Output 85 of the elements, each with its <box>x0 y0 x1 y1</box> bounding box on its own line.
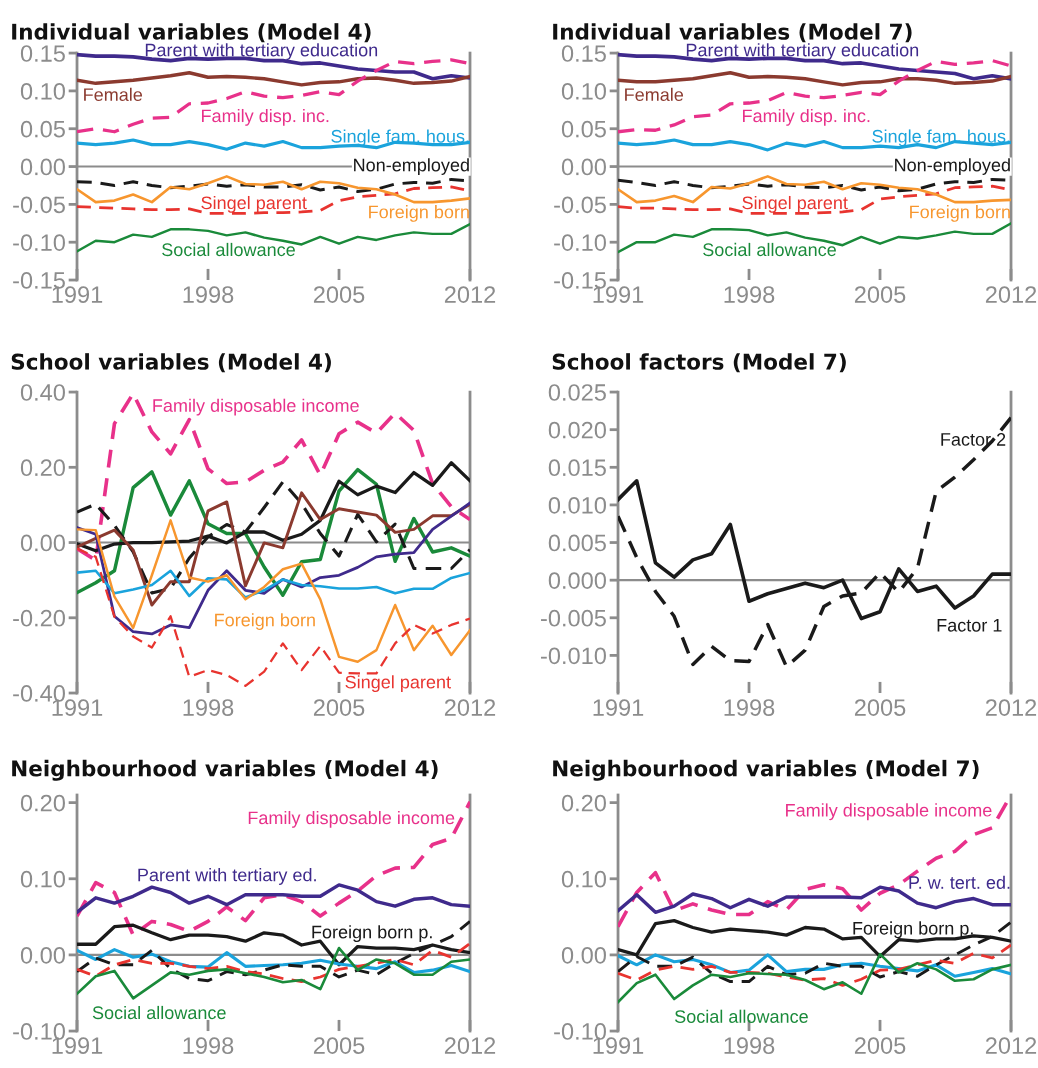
x-tick-label: 2005 <box>854 286 906 303</box>
y-tick-label: 0.20 <box>20 794 65 812</box>
series-label: Foreign born <box>910 205 1010 222</box>
y-tick-label: 0.015 <box>548 459 606 477</box>
series-label: Parent with tertiary education <box>686 43 919 60</box>
x-tick-label: 1998 <box>183 286 234 303</box>
y-tick-label: 0.00 <box>561 158 606 176</box>
series-label: Social allowance <box>162 242 295 257</box>
y-tick-label: 0.40 <box>20 384 65 401</box>
y-tick-label: 0.00 <box>561 946 606 964</box>
series-label: Singel parent <box>345 675 451 693</box>
x-tick-label: 2012 <box>985 286 1037 303</box>
x-tick-label: 2005 <box>854 699 906 716</box>
line-series <box>618 71 1012 87</box>
series-label: Non-employed <box>895 158 1010 175</box>
y-tick-label: 0.00 <box>20 534 65 552</box>
y-tick-label: -0.005 <box>541 609 606 627</box>
y-tick-label: 0.10 <box>20 870 65 888</box>
series-label: Social allowance <box>92 1005 226 1020</box>
y-tick-label: 0.020 <box>548 421 606 439</box>
y-tick-label: 0.10 <box>20 82 65 100</box>
x-tick-label: 1998 <box>183 1037 234 1054</box>
y-tick-label: 0.10 <box>561 870 606 888</box>
series-label: Family disposable income <box>248 810 455 828</box>
series-label: Family disposable income <box>786 803 992 821</box>
y-tick-label: -0.10 <box>554 234 606 251</box>
series-label: Singel parent <box>742 195 848 213</box>
x-tick-label: 2005 <box>854 1037 906 1054</box>
y-tick-label: 0.000 <box>548 572 606 589</box>
series-label: Family disp. inc. <box>202 108 329 126</box>
x-tick-label: 2012 <box>985 699 1037 716</box>
y-tick-label: -0.20 <box>13 609 65 627</box>
y-tick-label: 0.05 <box>20 120 65 138</box>
series-label: Parent with tertiary education <box>145 43 378 60</box>
series-label: Singel parent <box>201 195 307 213</box>
y-tick-label: -0.05 <box>554 196 606 214</box>
series-label: Social allowance <box>703 242 836 257</box>
y-tick-label: -0.010 <box>541 647 606 665</box>
series-label: Foreign born p. <box>312 925 432 943</box>
chart-title: Individual variables (Model 4) <box>12 23 371 43</box>
chart-title: Neighbourhood variables (Model 4) <box>12 759 438 781</box>
series-label: Foreign born p. <box>853 921 973 939</box>
line-series <box>77 71 471 87</box>
series-label: P. w. tert. ed. <box>909 875 1010 889</box>
y-tick-label: 0.00 <box>20 158 65 176</box>
x-tick-label: 2005 <box>313 286 365 303</box>
x-tick-label: 2012 <box>444 1037 496 1054</box>
y-tick-label: 0.20 <box>20 459 65 477</box>
y-tick-label: 0.15 <box>561 45 606 62</box>
y-tick-label: 0.010 <box>548 496 606 514</box>
chart-title: School factors (Model 7) <box>552 353 846 373</box>
series-label: Female <box>84 87 143 102</box>
chart-title: Individual variables (Model 7) <box>553 23 912 43</box>
series-label: Factor 1 <box>937 619 1002 632</box>
y-tick-label: 0.20 <box>561 794 606 812</box>
line-series <box>77 883 471 914</box>
x-tick-label: 1998 <box>724 286 775 303</box>
y-tick-label: -0.05 <box>13 196 65 214</box>
series-label: Family disp. inc. <box>743 108 870 126</box>
chart-title: School variables (Model 4) <box>11 353 331 373</box>
y-tick-label: 0.005 <box>548 534 606 552</box>
y-tick-label: -0.10 <box>13 234 65 251</box>
x-tick-label: 1991 <box>593 699 644 716</box>
x-tick-label: 2012 <box>444 699 496 716</box>
y-tick-label: 0.15 <box>20 45 65 62</box>
x-tick-label: 1998 <box>724 1037 775 1054</box>
x-tick-label: 2005 <box>313 699 365 716</box>
y-tick-label: 0.025 <box>548 384 606 401</box>
y-tick-label: 0.00 <box>20 946 65 964</box>
series-label: Non-employed <box>354 158 469 175</box>
series-label: Family disposable income <box>153 398 359 416</box>
x-tick-label: 2012 <box>444 286 496 303</box>
y-tick-label: 0.10 <box>561 82 606 100</box>
chart-title: Neighbourhood variables (Model 7) <box>553 759 979 781</box>
series-label: Parent with tertiary ed. <box>138 868 316 885</box>
series-label: Social allowance <box>674 1009 808 1023</box>
series-label: Female <box>625 87 684 102</box>
series-label: Factor 2 <box>941 433 1006 446</box>
x-tick-label: 2012 <box>985 1037 1037 1054</box>
x-tick-label: 2005 <box>313 1037 365 1054</box>
series-label: Foreign born <box>369 205 469 222</box>
series-label: Foreign born <box>215 613 315 630</box>
y-tick-label: 0.05 <box>561 120 606 138</box>
x-tick-label: 1998 <box>724 699 775 716</box>
x-tick-label: 1998 <box>183 699 234 716</box>
